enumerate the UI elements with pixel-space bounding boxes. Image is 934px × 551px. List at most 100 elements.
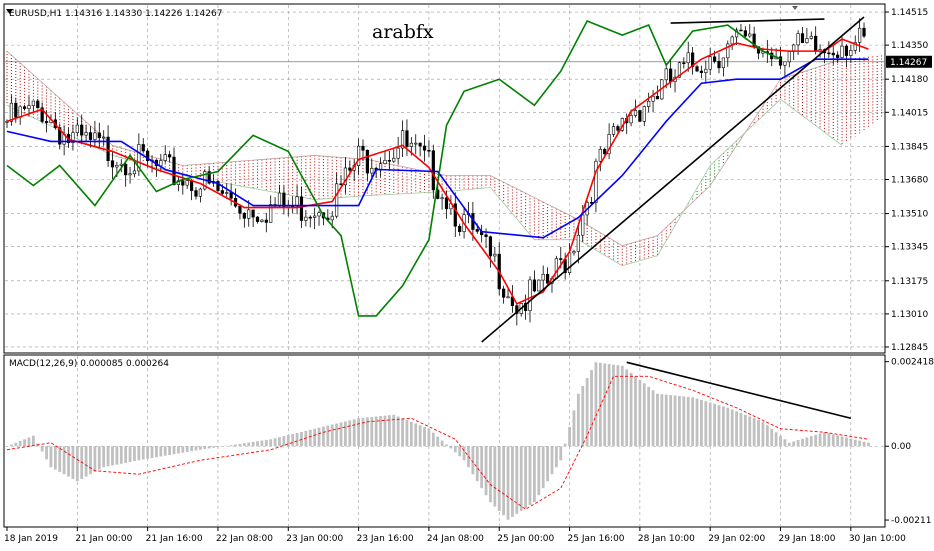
- macd-bar: [783, 439, 787, 447]
- candle-body: [655, 95, 660, 100]
- macd-bar: [423, 427, 426, 447]
- candle-body: [633, 110, 638, 116]
- macd-bar: [502, 446, 506, 516]
- time-tick-label: 21 Jan 16:00: [146, 534, 203, 544]
- macd-trendline: [626, 361, 852, 420]
- macd-bar: [27, 437, 31, 447]
- macd-bar: [97, 446, 101, 470]
- candle-body: [796, 33, 800, 46]
- candle-body: [269, 204, 273, 223]
- candle-body: [836, 54, 840, 58]
- macd-bar: [823, 432, 826, 447]
- price-tick-label: 1.13345: [891, 243, 928, 253]
- watermark: arabfx: [372, 21, 434, 43]
- candle-body: [251, 209, 255, 218]
- macd-bar: [814, 434, 818, 447]
- time-tick-label: 25 Jan 00:00: [497, 534, 554, 544]
- macd-bar: [607, 364, 611, 447]
- macd-bar: [462, 446, 466, 461]
- macd-bar: [849, 438, 853, 447]
- macd-bar: [436, 436, 440, 447]
- macd-panel-frame: [3, 354, 886, 528]
- macd-bar: [554, 446, 558, 468]
- time-tick-label: 18 Jan 2019: [4, 534, 58, 544]
- macd-bar: [330, 424, 334, 447]
- macd-bar: [550, 446, 554, 475]
- macd-bar: [612, 364, 615, 447]
- candle-body: [603, 148, 607, 155]
- candle-body: [40, 107, 44, 122]
- candle-body: [317, 212, 321, 217]
- macd-bar: [365, 417, 369, 447]
- candle-body: [14, 102, 18, 118]
- candle-body: [308, 216, 312, 219]
- macd-bar: [220, 446, 224, 447]
- candle-body: [185, 180, 189, 186]
- macd-bar: [163, 446, 167, 456]
- macd-bar: [862, 441, 866, 447]
- price-tick-label: 1.14015: [891, 108, 928, 118]
- candle-body: [216, 181, 220, 191]
- candle-body: [849, 50, 853, 56]
- candle-body: [36, 100, 40, 109]
- candle-body: [502, 288, 506, 298]
- macd-bar: [673, 395, 677, 447]
- candle-body: [537, 279, 541, 292]
- macd-bar: [23, 439, 26, 447]
- macd-bar: [58, 446, 62, 472]
- macd-bar: [155, 446, 158, 458]
- macd-bar: [216, 446, 220, 448]
- macd-bar: [475, 446, 479, 482]
- macd-bar: [172, 446, 176, 455]
- macd-bar: [396, 416, 400, 447]
- candle-body: [708, 56, 712, 70]
- macd-bar: [401, 418, 404, 447]
- macd-bar: [568, 427, 571, 447]
- candle-body: [611, 126, 616, 135]
- candle-body: [475, 229, 479, 232]
- candle-body: [651, 95, 655, 102]
- macd-bar: [357, 418, 360, 447]
- macd-bar: [792, 441, 796, 447]
- candle-body: [247, 209, 251, 219]
- candle-body: [528, 279, 532, 311]
- candle-body: [422, 145, 427, 151]
- macd-bar: [831, 434, 835, 447]
- macd-bar: [124, 446, 128, 463]
- macd-bar: [133, 446, 136, 462]
- macd-bar: [730, 409, 734, 447]
- macd-bar: [414, 423, 418, 447]
- macd-bar: [49, 446, 53, 468]
- candle-body: [787, 51, 791, 63]
- candle-body: [444, 197, 449, 210]
- macd-bar: [735, 411, 738, 447]
- candle-body: [299, 196, 304, 221]
- line-chikou: [6, 20, 781, 317]
- macd-bar: [71, 446, 75, 479]
- macd-bar: [704, 401, 708, 447]
- candle-body: [638, 110, 642, 122]
- svg-text:1.14267: 1.14267: [890, 58, 927, 68]
- macd-bar: [128, 446, 132, 462]
- candle-body: [255, 216, 260, 222]
- macd-bar: [581, 385, 585, 447]
- candle-body: [71, 132, 75, 144]
- macd-bar: [62, 446, 66, 475]
- macd-bar: [150, 446, 154, 458]
- candle-body: [141, 144, 145, 152]
- candle-body: [260, 219, 264, 222]
- macd-bar: [260, 440, 264, 447]
- candle-body: [721, 57, 725, 69]
- candle-body: [343, 167, 348, 186]
- candle-body: [541, 273, 545, 281]
- macd-bar: [845, 437, 848, 447]
- macd-bar: [519, 446, 523, 511]
- macd-bar: [335, 423, 339, 447]
- price-tick-label: 1.14180: [891, 75, 928, 85]
- macd-bar: [638, 379, 642, 447]
- chart-header-arrow-icon: [6, 9, 13, 14]
- macd-bar: [225, 445, 229, 447]
- candle-body: [699, 70, 704, 73]
- macd-bar: [387, 415, 391, 447]
- macd-bar: [383, 415, 387, 447]
